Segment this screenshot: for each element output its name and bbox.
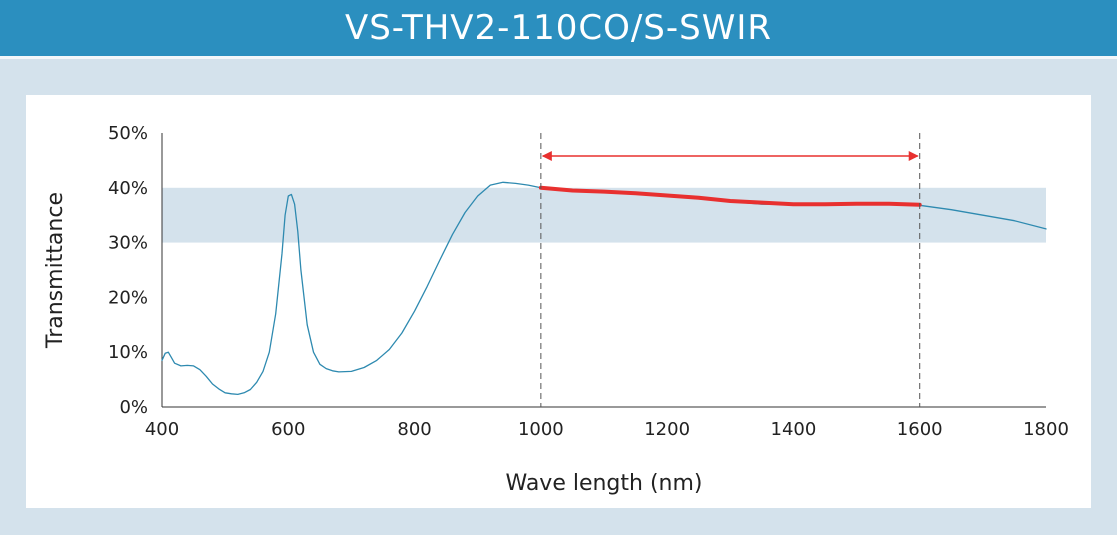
swir-range-curve [538,185,922,207]
x-tick-label: 1200 [644,419,690,440]
y-tick-label: 30% [108,233,148,254]
chart-panel [26,95,1091,508]
page-title: VS-THV2-110CO/S-SWIR [344,8,773,48]
x-tick-label: 800 [397,419,431,440]
y-axis-label: Transmittance [43,192,68,349]
x-tick-label: 400 [145,419,179,440]
x-tick-label: 600 [271,419,305,440]
y-tick-label: 40% [108,178,148,199]
target-band [162,187,1046,243]
title-underline [0,56,1117,59]
y-tick-label: 0% [119,397,148,418]
x-tick-label: 1400 [771,419,817,440]
y-tick-label: 50% [108,123,148,144]
y-tick-label: 20% [108,287,148,308]
x-axis-label: Wave length (nm) [505,471,702,496]
x-tick-label: 1800 [1023,419,1069,440]
y-tick-label: 10% [108,342,148,363]
x-tick-label: 1000 [518,419,564,440]
title-bar: VS-THV2-110CO/S-SWIR [0,0,1117,59]
x-tick-label: 1600 [897,419,943,440]
